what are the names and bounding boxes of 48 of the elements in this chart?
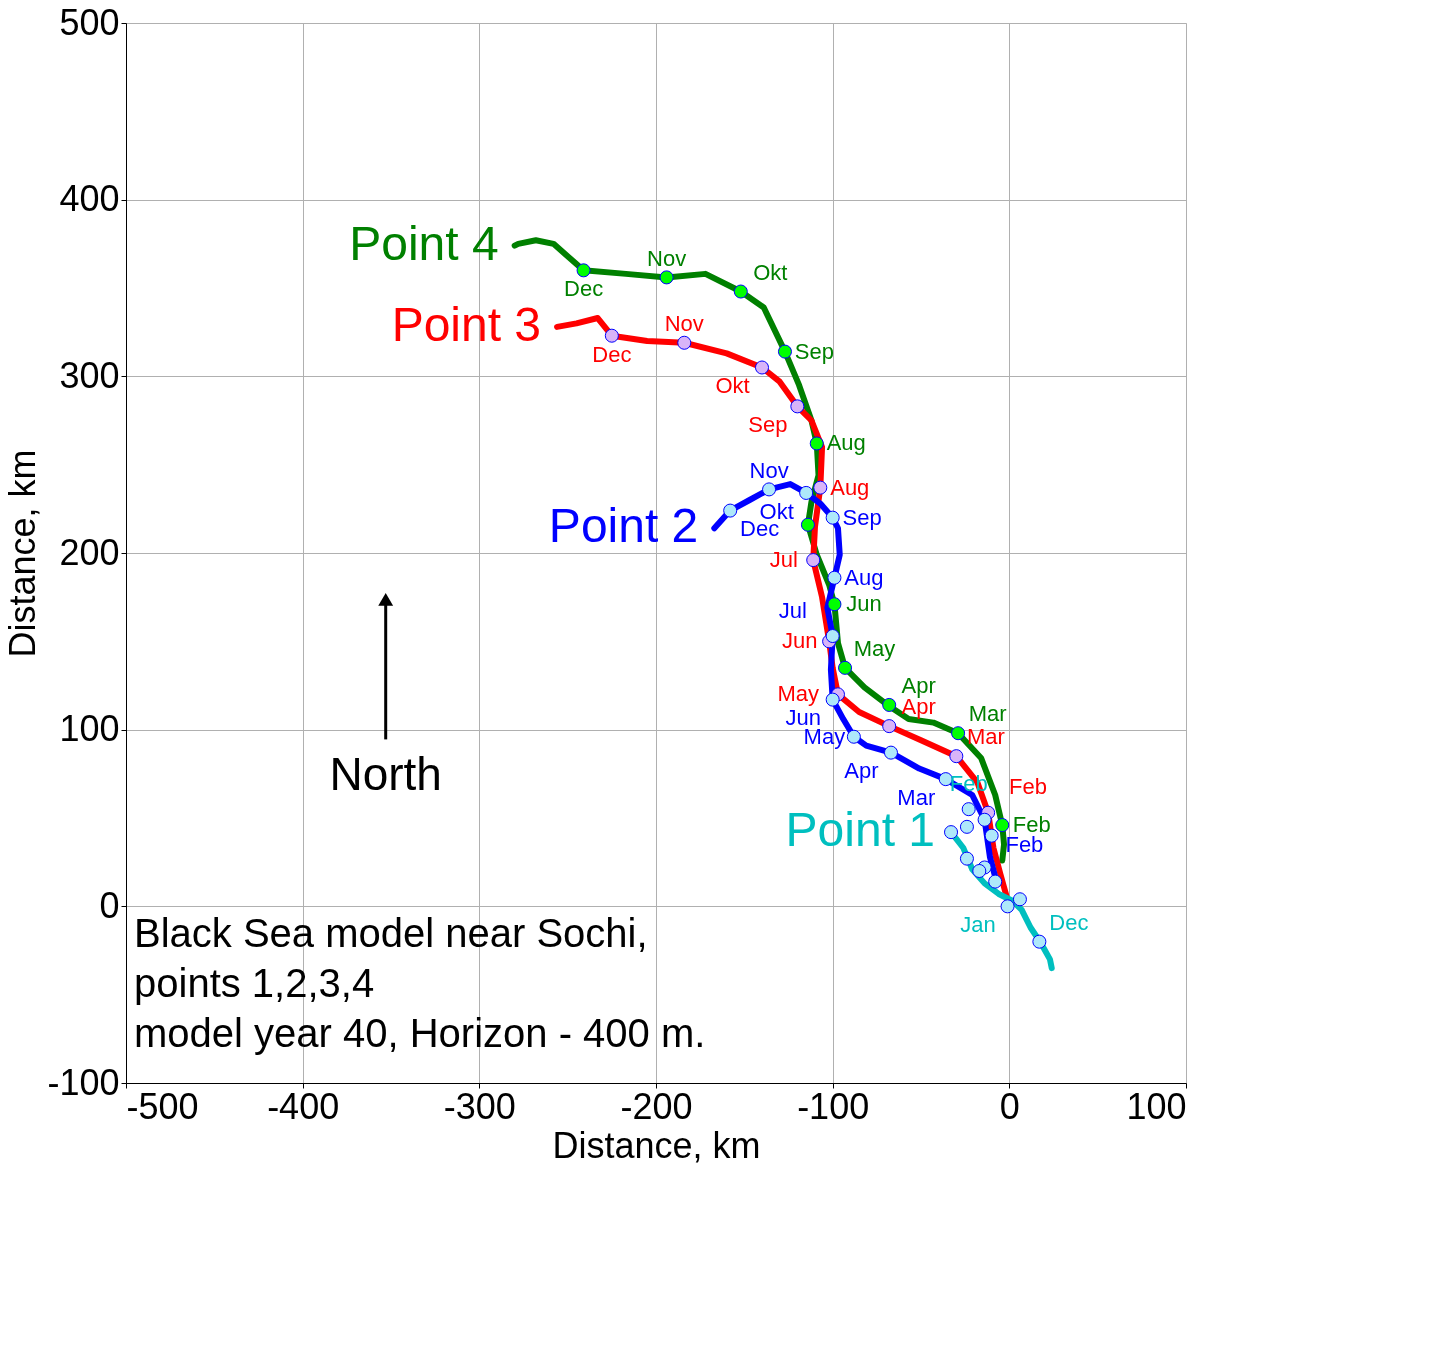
series-label: Point 2 — [548, 499, 699, 553]
data-label: Jul — [778, 597, 807, 623]
data-label: Apr — [844, 758, 879, 784]
data-label: Feb — [1008, 774, 1047, 800]
data-label: Nov — [664, 310, 704, 336]
y-tick-label: 500 — [59, 1, 120, 43]
y-tick-label: 400 — [59, 178, 120, 220]
data-label: Dec — [564, 276, 604, 302]
x-axis-title: Distance, km — [552, 1124, 761, 1166]
data-label: Dec — [592, 341, 632, 367]
data-label: Feb — [1005, 832, 1044, 858]
data-label: Jun — [781, 628, 818, 654]
data-label: Aug — [830, 474, 870, 500]
x-tick-label: 0 — [999, 1085, 1020, 1127]
data-label: Sep — [842, 504, 882, 530]
data-label: Mar — [966, 724, 1005, 750]
data-label: Nov — [647, 245, 687, 271]
data-label: Okt — [715, 373, 750, 399]
series-label: Point 3 — [391, 297, 542, 351]
data-label: Sep — [794, 338, 835, 364]
data-label: Okt — [753, 259, 788, 285]
x-tick-label: -200 — [620, 1085, 693, 1127]
y-tick-label: 100 — [59, 708, 120, 750]
data-label: Jul — [769, 547, 798, 573]
data-label: Aug — [844, 564, 884, 590]
y-tick-label: 300 — [59, 354, 120, 396]
series-label: Point 4 — [349, 216, 499, 270]
data-label: Aug — [826, 430, 866, 456]
data-label: Sep — [748, 412, 788, 438]
x-tick-label: -100 — [797, 1085, 870, 1127]
data-label: Nov — [749, 457, 789, 483]
data-label: May — [777, 681, 819, 707]
data-label: Jun — [846, 591, 882, 617]
data-label: Apr — [901, 673, 936, 699]
annotation: Black Sea model near Sochi, points 1,2,3,4 model year 40, Horizon - 400 m. — [134, 911, 706, 1056]
x-tick-label: -300 — [443, 1085, 516, 1127]
y-tick-label: 0 — [99, 884, 120, 926]
x-tick-label: 100 — [1126, 1085, 1187, 1127]
annotation: North — [329, 748, 442, 801]
x-tick-label: -400 — [267, 1085, 340, 1127]
y-axis-title: Distance, km — [2, 449, 44, 658]
x-tick-label: -500 — [126, 1085, 199, 1127]
y-tick-label: 200 — [59, 531, 120, 573]
data-label: Dec — [1049, 909, 1089, 935]
data-label: Mar — [968, 701, 1007, 727]
data-label: May — [853, 636, 896, 662]
data-label: Mar — [897, 784, 936, 810]
data-label: Jan — [960, 912, 996, 938]
